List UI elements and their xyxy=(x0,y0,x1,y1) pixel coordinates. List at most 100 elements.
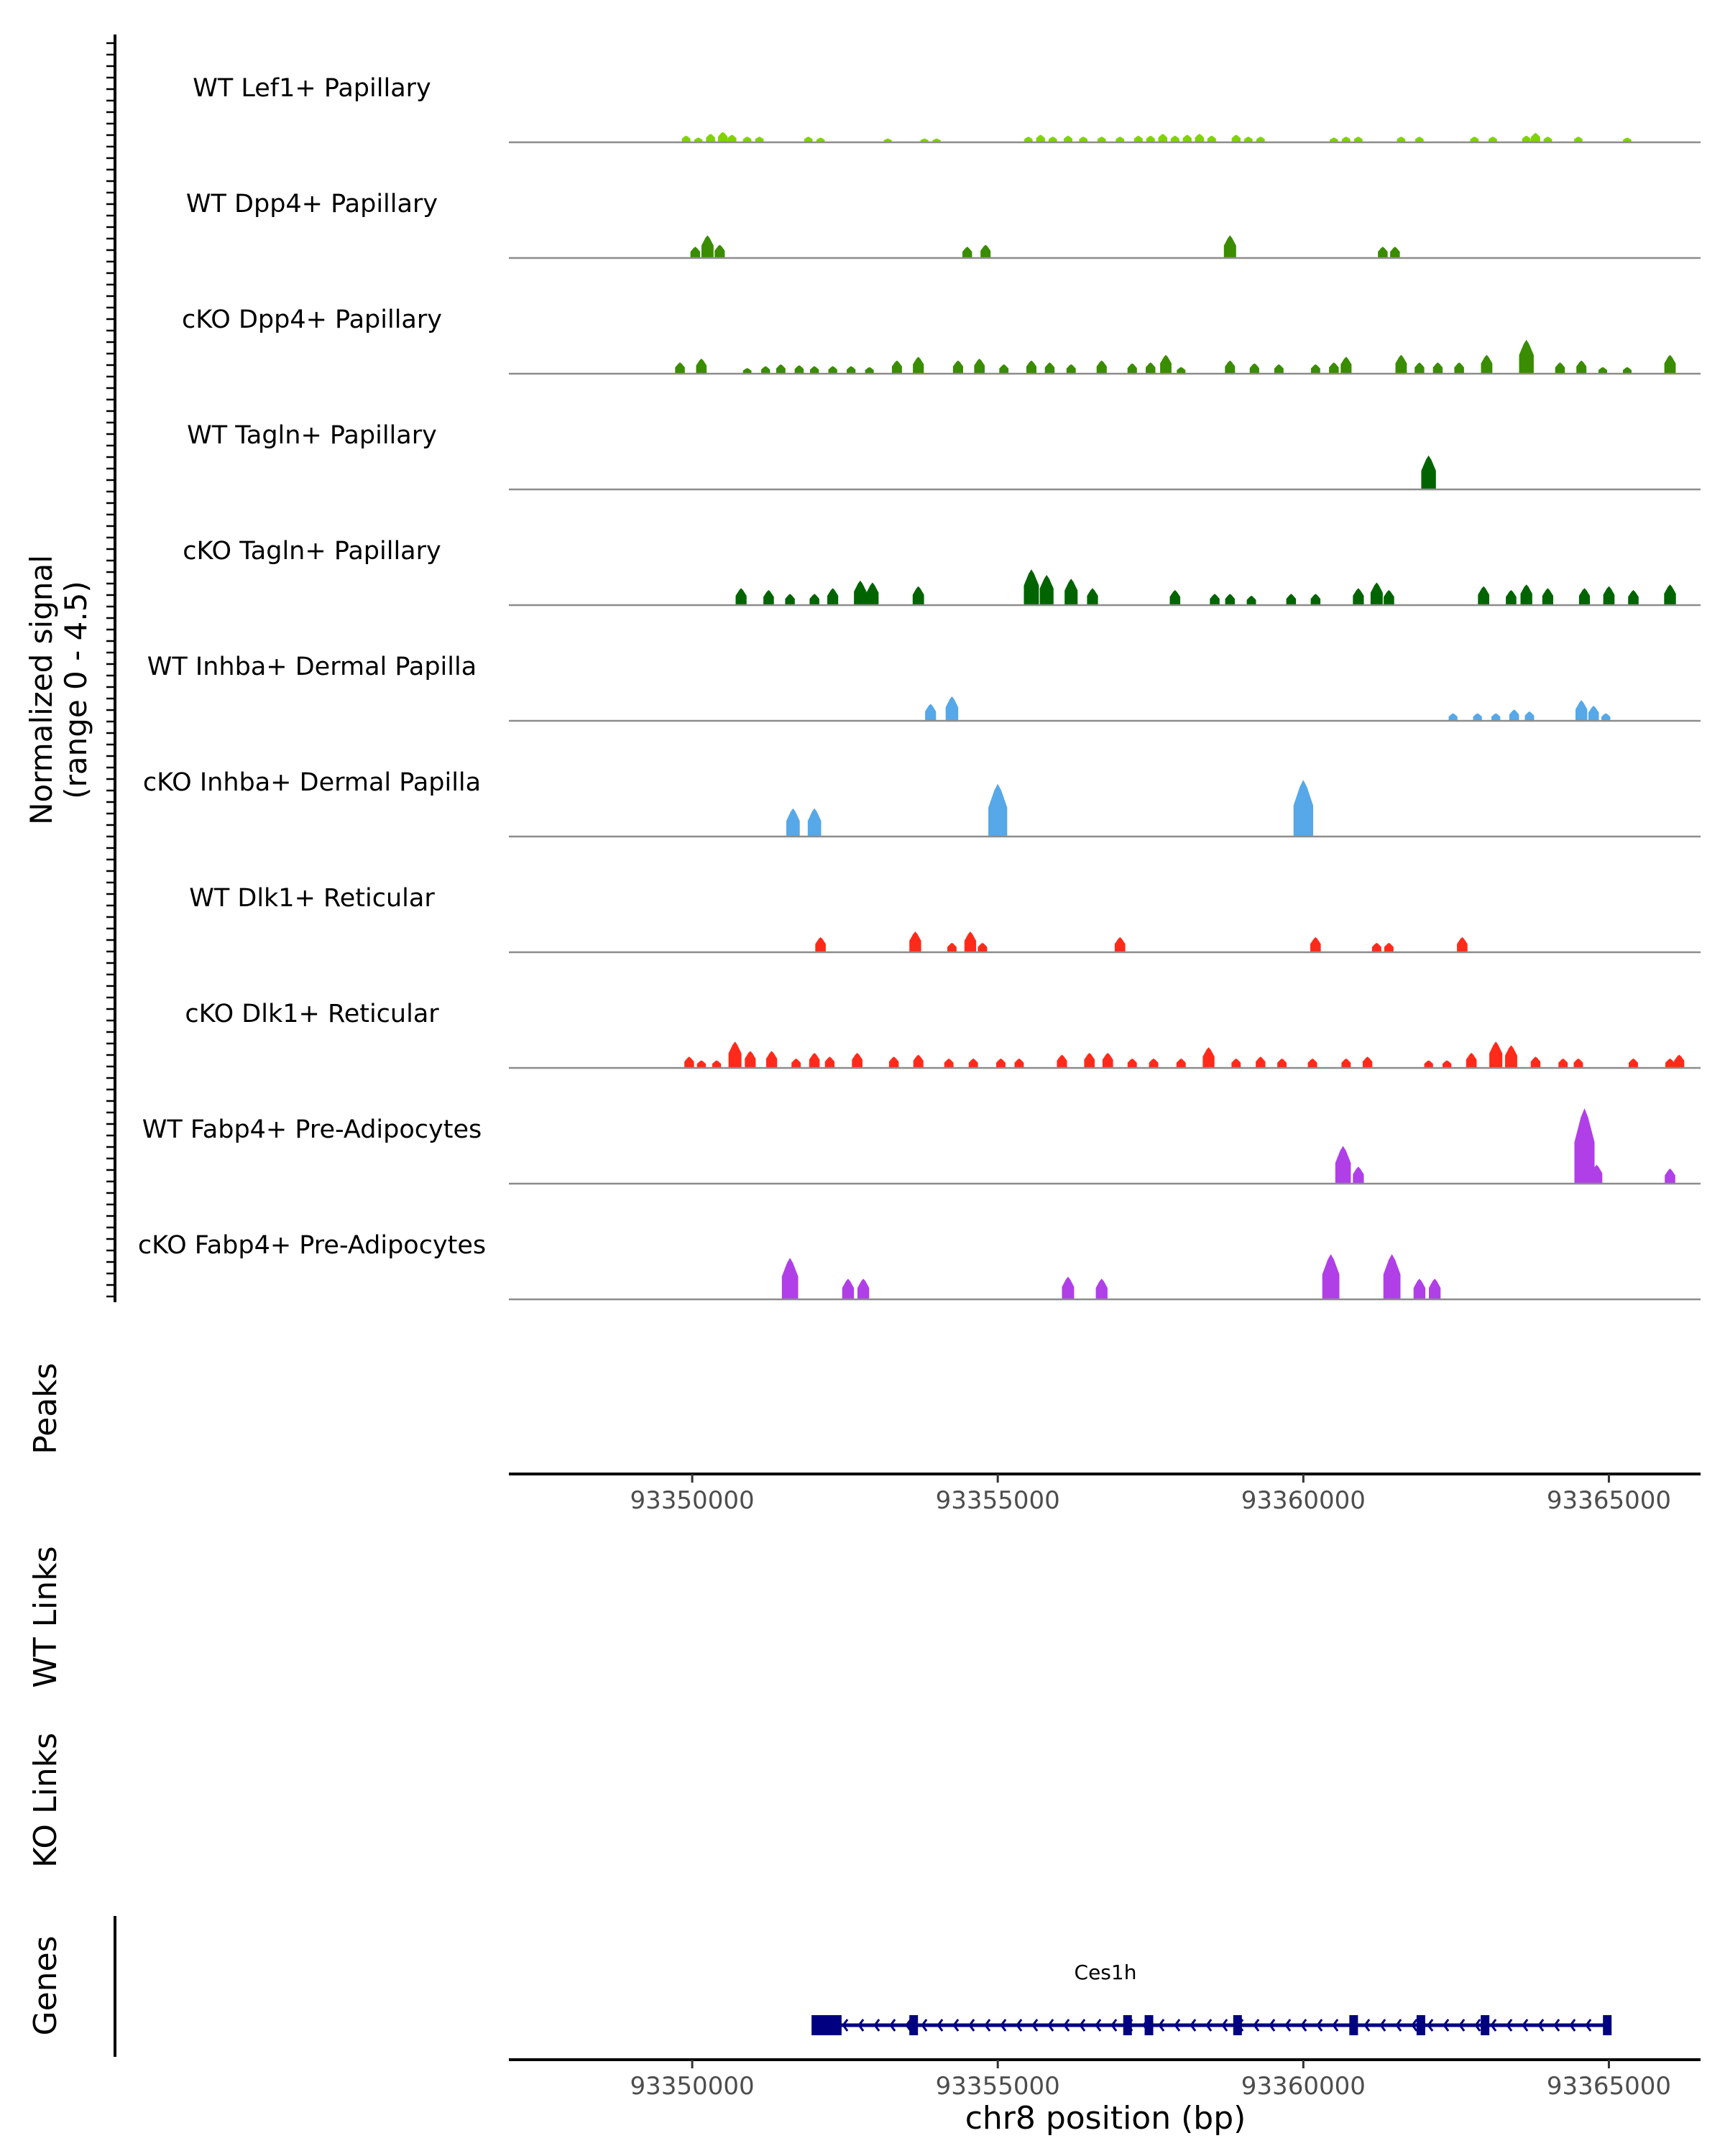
coverage-peak xyxy=(786,808,800,837)
strand-arrow xyxy=(1411,2019,1418,2032)
strand-arrow xyxy=(1395,2019,1402,2032)
coverage-peak xyxy=(1231,1058,1241,1068)
wt-links-panel-label: WT Links xyxy=(27,1546,64,1687)
coverage-peak xyxy=(964,931,977,952)
coverage-peak xyxy=(852,1053,862,1068)
strand-arrow xyxy=(1221,2019,1228,2032)
coverage-peak xyxy=(1116,137,1125,142)
coverage-peak xyxy=(1424,1060,1433,1068)
track-label: WT Fabp4+ Pre-Adipocytes xyxy=(142,1115,482,1144)
coverage-peak xyxy=(804,137,813,142)
coverage-peak xyxy=(974,359,985,374)
coverage-peak xyxy=(1383,1254,1401,1299)
coverage-peak xyxy=(735,588,747,605)
coverage-peak xyxy=(1555,362,1565,374)
strand-arrow xyxy=(905,2019,912,2032)
coverage-peak xyxy=(1127,363,1137,374)
coverage-peak xyxy=(696,1060,706,1068)
strand-arrow xyxy=(1363,2019,1371,2032)
coverage-peak xyxy=(1489,1041,1503,1068)
coverage-peak xyxy=(1506,590,1517,605)
coverage-peak xyxy=(1064,135,1072,142)
coverage-peak xyxy=(1421,455,1436,489)
coverage-peak xyxy=(854,580,867,605)
coverage-peak xyxy=(1170,135,1179,142)
coverage-peak xyxy=(1310,937,1321,952)
x-tick-label: 93360000 xyxy=(1241,1486,1366,1515)
coverage-peak xyxy=(1378,247,1388,258)
coverage-peak xyxy=(1223,235,1236,258)
strand-arrow xyxy=(952,2019,960,2032)
coverage-peak xyxy=(1598,367,1607,374)
coverage-peak xyxy=(913,1054,924,1068)
coverage-peak xyxy=(1310,364,1320,374)
coverage-peak xyxy=(1087,588,1098,605)
track-label: cKO Inhba+ Dermal Papilla xyxy=(143,768,481,797)
coverage-peak xyxy=(1195,134,1205,142)
coverage-peak xyxy=(1524,711,1535,721)
coverage-peak xyxy=(1531,132,1540,142)
strand-arrow xyxy=(857,2019,865,2032)
coverage-peak xyxy=(1048,137,1057,142)
coverage-peak xyxy=(1664,584,1676,605)
coverage-peak xyxy=(1478,586,1489,605)
coverage-peak xyxy=(1256,137,1265,142)
coverage-peak xyxy=(1397,137,1406,142)
coverage-peak xyxy=(1202,1047,1215,1068)
coverage-peak xyxy=(978,942,988,952)
coverage-peak xyxy=(791,1058,801,1068)
coverage-peak xyxy=(809,594,819,605)
coverage-peak xyxy=(1286,594,1297,605)
coverage-peak xyxy=(1024,137,1033,142)
coverage-peak xyxy=(1530,1056,1541,1068)
strand-arrow xyxy=(842,2019,849,2032)
coverage-peak xyxy=(1574,137,1583,142)
coverage-peak xyxy=(1573,1058,1583,1068)
strand-arrow xyxy=(1522,2019,1529,2032)
lower-x-axis-ticks: 93350000 93355000 93360000 93365000 xyxy=(630,2060,1671,2101)
strand-arrow xyxy=(1205,2019,1213,2032)
coverage-peak xyxy=(1246,595,1256,605)
y-axis-subtitle: (range 0 - 4.5) xyxy=(58,581,93,799)
coverage-peak xyxy=(1335,1146,1351,1184)
strand-arrow xyxy=(1300,2019,1307,2032)
coverage-peak xyxy=(1415,137,1424,142)
coverage-peak xyxy=(1473,713,1482,721)
coverage-peak xyxy=(865,367,874,374)
coverage-peak xyxy=(883,138,892,142)
coverage-peak xyxy=(1274,364,1284,374)
coverage-peak xyxy=(816,137,825,142)
coverage-peak xyxy=(1014,1058,1024,1068)
strand-arrow xyxy=(1585,2019,1592,2032)
coverage-peak xyxy=(1062,1276,1075,1299)
track-6: WT Inhba+ Dermal Papilla xyxy=(147,653,1701,722)
coverage-peak xyxy=(925,704,937,721)
coverage-peak xyxy=(988,783,1008,837)
x-tick-label: 93365000 xyxy=(1547,2072,1671,2101)
genes-panel-label: Genes xyxy=(27,1935,64,2035)
coverage-peak xyxy=(847,366,856,374)
x-tick-label: 93355000 xyxy=(936,2072,1060,2101)
coverage-peak xyxy=(1210,594,1220,605)
track-1: WT Lef1+ Papillary xyxy=(193,74,1701,144)
coverage-peak xyxy=(1489,137,1497,142)
peaks-panel-label: Peaks xyxy=(27,1363,64,1454)
coverage-peak xyxy=(1024,569,1039,605)
coverage-peak xyxy=(857,1279,870,1299)
coverage-peak xyxy=(1039,575,1054,605)
coverage-peak xyxy=(912,586,924,605)
coverage-peak xyxy=(1390,247,1400,258)
coverage-peak xyxy=(1146,362,1156,374)
coverage-peak xyxy=(1146,135,1155,142)
coverage-peak xyxy=(810,366,819,374)
coverage-peak xyxy=(932,138,941,142)
coverage-peak xyxy=(727,134,737,142)
coverage-peak xyxy=(766,1051,778,1068)
coverage-peak xyxy=(761,366,770,374)
coverage-peak xyxy=(696,359,707,374)
coverage-peak xyxy=(694,137,703,142)
coverage-peak xyxy=(745,1051,756,1068)
gene-label: Ces1h xyxy=(1075,1961,1137,1984)
coverage-peak xyxy=(1084,1053,1095,1068)
